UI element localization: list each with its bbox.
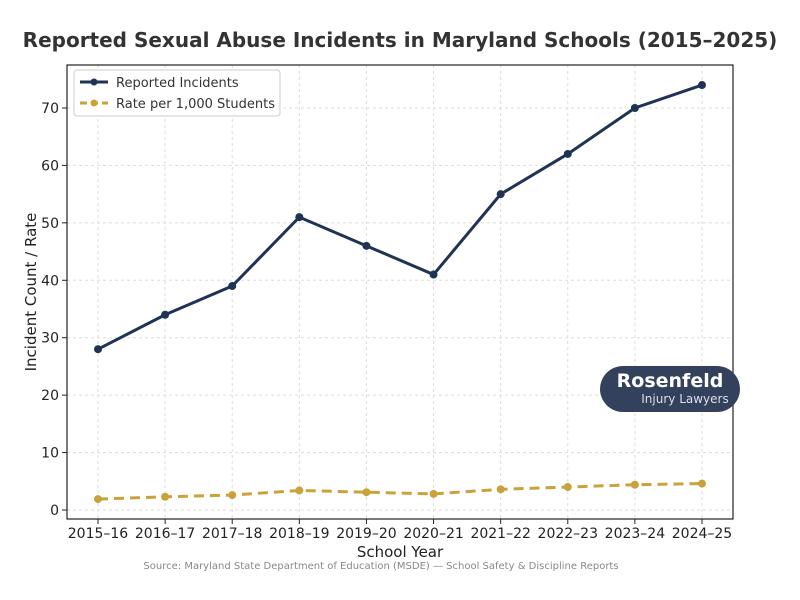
plot-frame [66, 64, 734, 520]
series-line-1 [97, 482, 703, 501]
logo-name: Rosenfeld [616, 370, 724, 392]
source-note: Source: Maryland State Department of Edu… [143, 561, 618, 572]
y-tick-label: 60 [41, 158, 59, 174]
legend-label: Reported Incidents [116, 76, 239, 91]
x-tick-label: 2024–25 [672, 526, 732, 542]
rosenfeld-logo: Rosenfeld Injury Lawyers [600, 366, 740, 412]
data-point [496, 190, 505, 199]
data-point [563, 483, 572, 492]
data-point [698, 479, 706, 488]
y-tick-label: 40 [41, 273, 59, 289]
x-tick-label: 2019–20 [336, 526, 396, 542]
y-tick-label: 10 [41, 446, 59, 462]
data-point [228, 491, 237, 500]
legend: Reported Incidents Rate per 1,000 Studen… [73, 69, 281, 117]
data-point [496, 485, 505, 494]
x-tick-label: 2017–18 [202, 526, 262, 542]
data-point [161, 310, 170, 319]
y-tick-label: 30 [41, 331, 59, 347]
data-point [630, 104, 639, 112]
data-point [295, 486, 304, 495]
x-tick-label: 2018–19 [269, 526, 329, 542]
x-tick-label: 2021–22 [470, 526, 530, 542]
logo-subtitle: Injury Lawyers [641, 392, 729, 406]
data-point [362, 241, 371, 250]
x-axis-label: School Year [357, 543, 444, 561]
data-point [362, 488, 371, 497]
x-tick-label: 2016–17 [135, 526, 195, 542]
y-axis-label: Incident Count / Rate [22, 213, 40, 372]
data-point [563, 149, 572, 158]
x-tick-label: 2023–24 [605, 526, 666, 542]
y-tick-label: 70 [41, 101, 59, 117]
data-point [429, 489, 438, 498]
data-point [94, 495, 102, 504]
series-line-0 [97, 83, 703, 351]
data-point [630, 480, 639, 489]
data-point [429, 270, 438, 279]
x-tick-label: 2015–16 [68, 526, 129, 542]
chart-title: Reported Sexual Abuse Incidents in Maryl… [23, 28, 778, 52]
data-point [228, 282, 237, 291]
x-tick-label: 2020–21 [403, 526, 463, 542]
data-point [698, 81, 706, 90]
data-point [295, 213, 304, 222]
y-tick-label: 0 [50, 503, 59, 519]
data-point [94, 345, 102, 354]
y-tick-label: 50 [41, 216, 59, 232]
y-tick-label: 20 [41, 388, 59, 404]
legend-label: Rate per 1,000 Students [116, 97, 275, 112]
data-point [161, 492, 170, 501]
x-tick-label: 2022–23 [538, 526, 598, 542]
